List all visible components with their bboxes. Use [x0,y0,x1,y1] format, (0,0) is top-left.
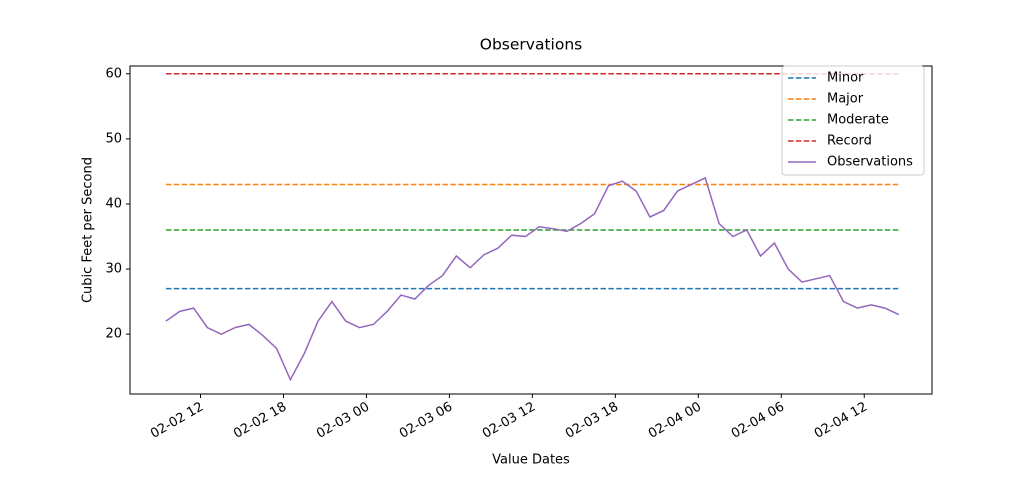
legend-label: Minor [827,71,864,86]
y-tick-label: 40 [105,196,122,211]
legend-label: Major [827,92,864,107]
legend-label: Record [827,134,872,149]
legend: Minor Major Moderate Record Observations [781,65,925,176]
plot-frame [129,65,933,395]
y-tick-label: 30 [105,262,122,277]
y-axis-label: Cubic Feet per Second [81,157,96,303]
x-axis-label: Value Dates [492,453,570,468]
series-line [165,176,900,382]
legend-box [781,65,925,176]
chart-title: Observations [480,36,582,54]
y-tick-label: 60 [105,66,122,81]
legend-label: Observations [827,155,913,170]
y-tick-label: 50 [105,131,122,146]
y-tick-label: 20 [105,327,122,342]
legend-label: Moderate [827,113,889,128]
